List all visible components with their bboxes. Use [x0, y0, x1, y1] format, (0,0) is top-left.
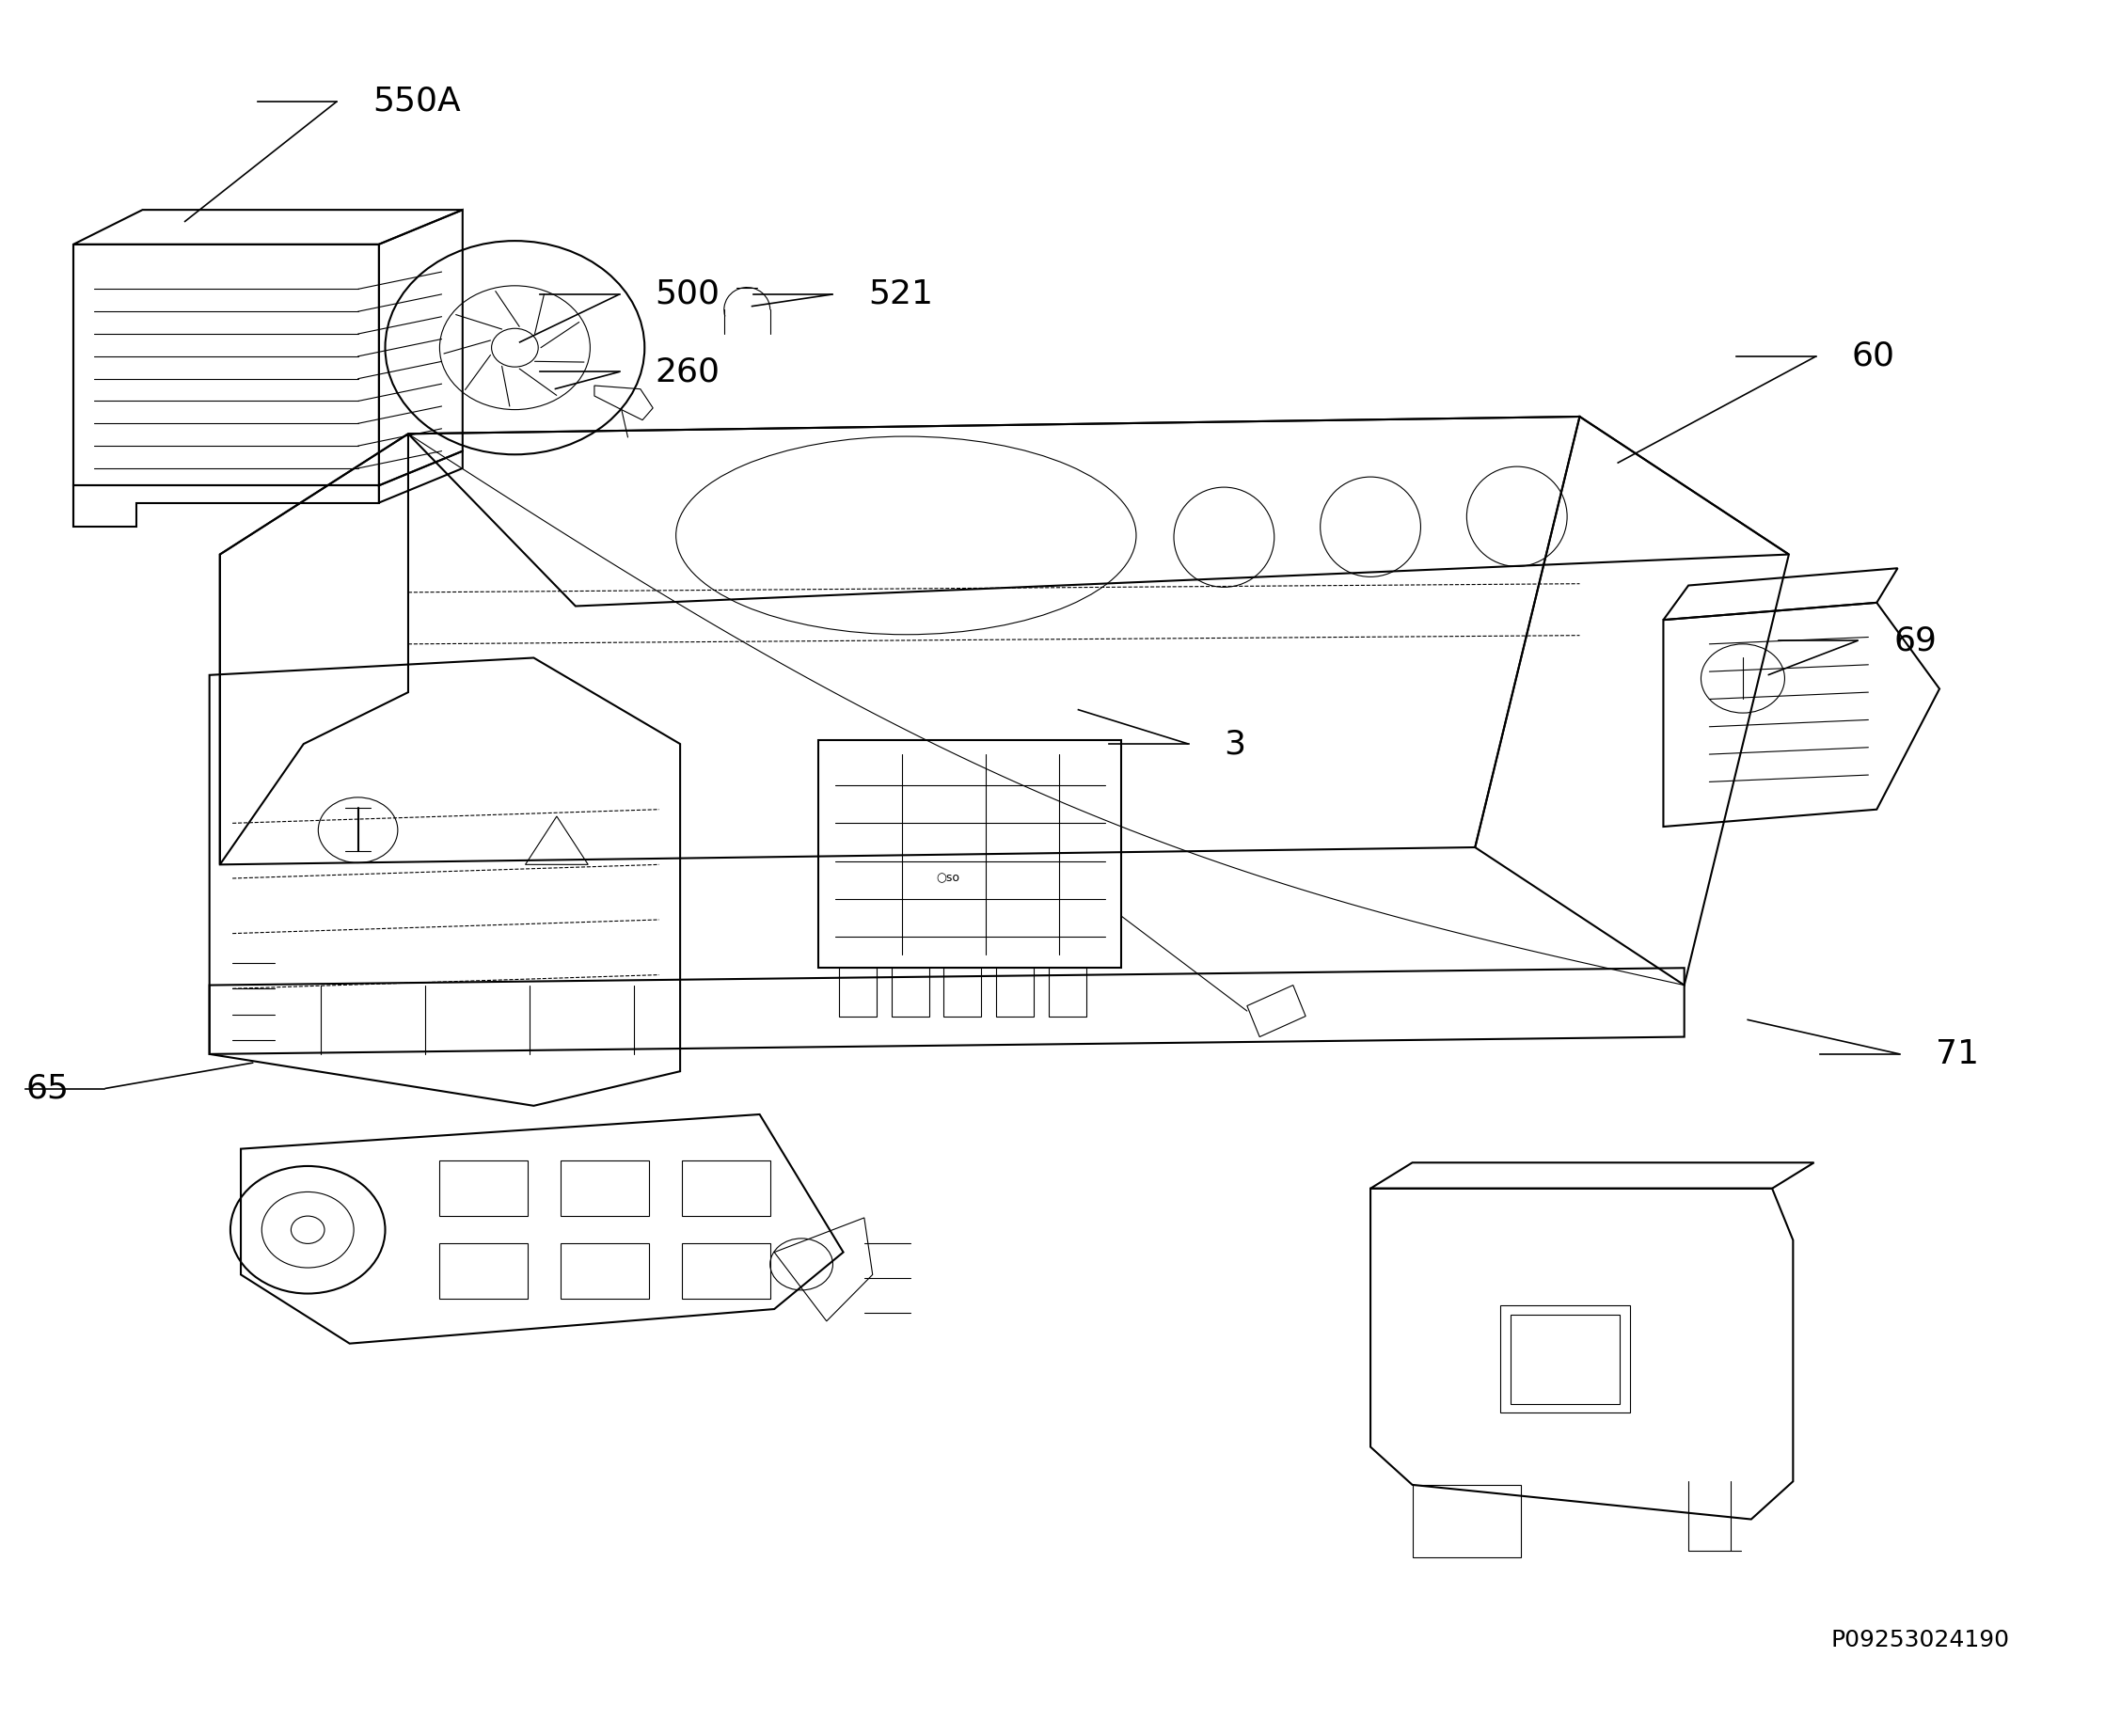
Bar [560, 1243, 648, 1299]
Text: 521: 521 [869, 278, 933, 311]
Text: 65: 65 [25, 1073, 69, 1104]
Bar [1511, 1314, 1619, 1404]
Text: 500: 500 [655, 278, 720, 311]
Bar [440, 1243, 528, 1299]
Text: 260: 260 [655, 356, 720, 387]
Bar [440, 1161, 528, 1215]
Bar [943, 969, 981, 1016]
Text: ○so: ○so [937, 871, 960, 884]
Bar [1501, 1305, 1629, 1413]
Text: 60: 60 [1852, 340, 1894, 372]
Text: 3: 3 [1223, 727, 1246, 760]
Bar [890, 969, 928, 1016]
Bar [682, 1161, 770, 1215]
Text: P09253024190: P09253024190 [1831, 1628, 2010, 1651]
Bar [996, 969, 1034, 1016]
Bar [682, 1243, 770, 1299]
Bar [1048, 969, 1086, 1016]
Text: 71: 71 [1934, 1038, 1979, 1069]
Text: 550A: 550A [373, 85, 461, 118]
Bar [560, 1161, 648, 1215]
Bar [840, 969, 878, 1016]
Bar [819, 741, 1122, 969]
Text: 69: 69 [1894, 625, 1937, 656]
